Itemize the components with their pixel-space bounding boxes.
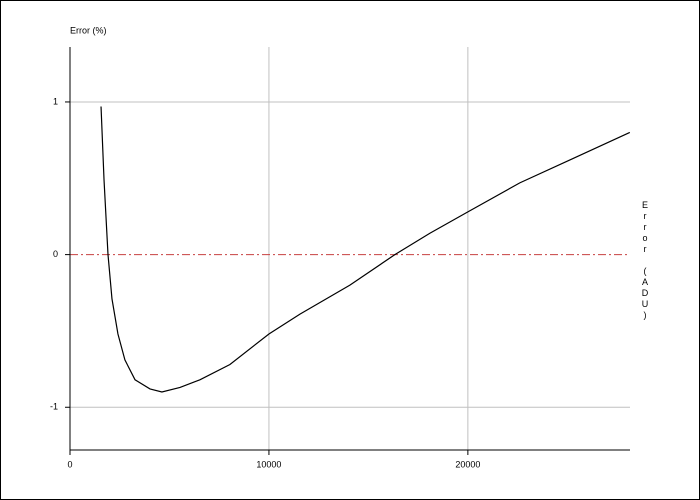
- y-tick-label: -1: [50, 402, 58, 412]
- y-axis-label: Error (%): [70, 25, 107, 35]
- data-line: [100, 106, 631, 393]
- y2-axis-label: Error (ADU): [640, 200, 650, 321]
- y-tick-label: 1: [53, 96, 58, 106]
- y-tick-label: 0: [53, 249, 58, 259]
- x-tick-label: 0: [67, 459, 72, 469]
- x-tick-label: 10000: [256, 459, 281, 469]
- x-tick-label: 20000: [455, 459, 480, 469]
